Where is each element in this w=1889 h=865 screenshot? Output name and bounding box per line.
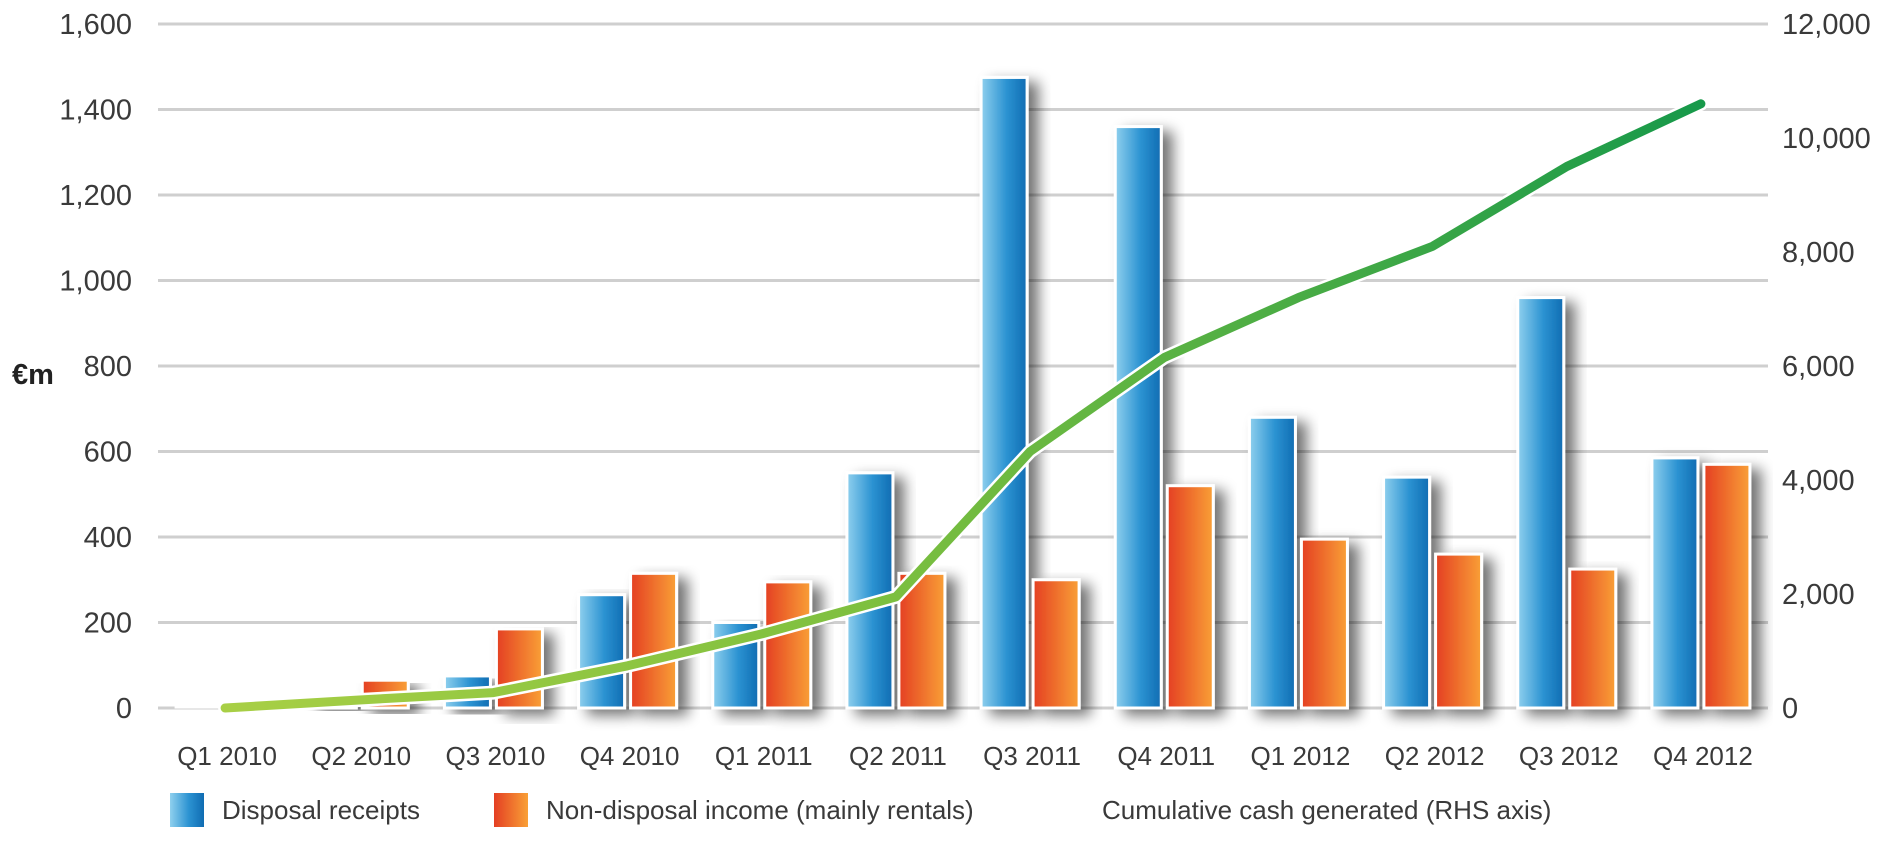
bars bbox=[174, 75, 1752, 710]
bar-non-disposal-income bbox=[1031, 578, 1081, 710]
bar-disposal-receipts bbox=[577, 593, 627, 710]
right-tick-label: 2,000 bbox=[1782, 579, 1855, 611]
category-label: Q1 2011 bbox=[715, 741, 813, 771]
category-label: Q4 2010 bbox=[580, 741, 680, 771]
category-label: Q3 2011 bbox=[983, 741, 1081, 771]
left-tick-label: 1,200 bbox=[59, 180, 132, 212]
legend-label: Disposal receipts bbox=[222, 795, 420, 825]
line-cumulative-cash bbox=[220, 99, 1706, 713]
right-axis: 0 2,000 4,000 6,000 8,000 10,000 12,000 bbox=[1782, 9, 1871, 725]
gridlines bbox=[158, 22, 1768, 710]
left-tick-label: 200 bbox=[84, 608, 132, 640]
legend-swatch bbox=[494, 793, 528, 827]
bar-disposal-receipts bbox=[1516, 296, 1566, 710]
category-axis: Q1 2010 Q2 2010 Q3 2010 Q4 2010 Q1 2011 Q2 20… bbox=[177, 741, 1753, 771]
category-label: Q2 2010 bbox=[311, 741, 411, 771]
bar-non-disposal-income bbox=[1568, 567, 1618, 710]
right-tick-label: 10,000 bbox=[1782, 123, 1871, 155]
bar-non-disposal-income bbox=[1702, 462, 1752, 710]
cumulative-line bbox=[218, 96, 1708, 715]
right-tick-label: 0 bbox=[1782, 693, 1798, 725]
bar-non-disposal-income bbox=[1165, 484, 1215, 710]
left-tick-label: 400 bbox=[84, 522, 132, 554]
legend-swatch bbox=[170, 793, 204, 827]
right-tick-label: 12,000 bbox=[1782, 9, 1871, 41]
bar-non-disposal-income bbox=[629, 571, 679, 710]
left-axis: 0 200 400 600 800 1,000 1,200 1,400 1,600 bbox=[59, 9, 132, 725]
right-tick-label: 8,000 bbox=[1782, 237, 1855, 269]
left-tick-label: 1,600 bbox=[59, 9, 132, 41]
left-tick-label: 1,400 bbox=[59, 95, 132, 127]
category-label: Q2 2011 bbox=[849, 741, 947, 771]
category-label: Q1 2010 bbox=[177, 741, 277, 771]
bar-non-disposal-income bbox=[1299, 537, 1349, 710]
category-label: Q3 2012 bbox=[1519, 741, 1619, 771]
right-tick-label: 6,000 bbox=[1782, 351, 1855, 383]
bar-disposal-receipts bbox=[845, 471, 895, 710]
category-label: Q1 2012 bbox=[1251, 741, 1351, 771]
bar-disposal-receipts bbox=[979, 75, 1029, 710]
bar-non-disposal-income bbox=[1434, 552, 1484, 710]
category-label: Q2 2012 bbox=[1385, 741, 1485, 771]
category-label: Q4 2012 bbox=[1653, 741, 1753, 771]
bar-disposal-receipts bbox=[1382, 475, 1432, 710]
category-label: Q4 2011 bbox=[1117, 741, 1215, 771]
legend-label: Non-disposal income (mainly rentals) bbox=[546, 795, 974, 825]
bar-disposal-receipts bbox=[174, 704, 224, 710]
legend: Disposal receipts Non-disposal income (ma… bbox=[170, 793, 1551, 827]
right-tick-label: 4,000 bbox=[1782, 465, 1855, 497]
bar-disposal-receipts bbox=[1247, 415, 1297, 710]
legend-label: Cumulative cash generated (RHS axis) bbox=[1102, 795, 1551, 825]
y-axis-unit-label: €m bbox=[12, 359, 54, 391]
left-tick-label: 1,000 bbox=[59, 266, 132, 298]
category-label: Q3 2010 bbox=[446, 741, 546, 771]
bar-disposal-receipts bbox=[1650, 456, 1700, 710]
left-tick-label: 0 bbox=[116, 693, 132, 725]
left-tick-label: 800 bbox=[84, 351, 132, 383]
left-tick-label: 600 bbox=[84, 437, 132, 469]
bar-disposal-receipts bbox=[1113, 125, 1163, 710]
bar-non-disposal-income bbox=[763, 580, 813, 710]
